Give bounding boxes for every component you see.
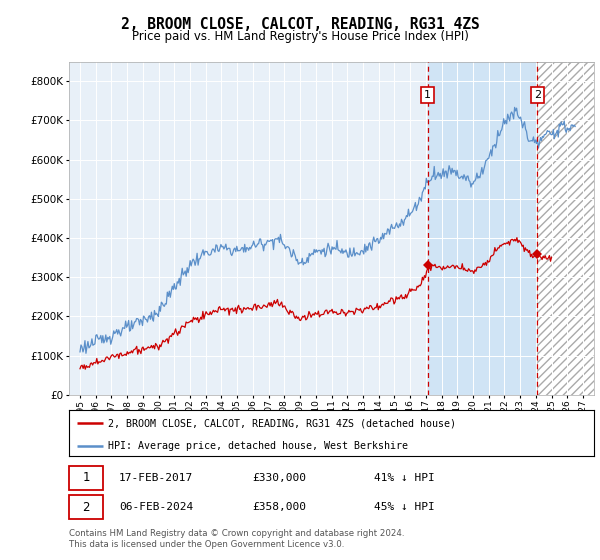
Text: 2: 2 xyxy=(533,90,541,100)
FancyBboxPatch shape xyxy=(69,466,103,489)
Bar xyxy=(537,62,594,395)
Text: 41% ↓ HPI: 41% ↓ HPI xyxy=(373,473,434,483)
Text: 2, BROOM CLOSE, CALCOT, READING, RG31 4ZS (detached house): 2, BROOM CLOSE, CALCOT, READING, RG31 4Z… xyxy=(109,418,457,428)
Text: Contains HM Land Registry data © Crown copyright and database right 2024.
This d: Contains HM Land Registry data © Crown c… xyxy=(69,529,404,549)
Text: Price paid vs. HM Land Registry's House Price Index (HPI): Price paid vs. HM Land Registry's House … xyxy=(131,30,469,43)
Text: 17-FEB-2017: 17-FEB-2017 xyxy=(119,473,193,483)
Text: HPI: Average price, detached house, West Berkshire: HPI: Average price, detached house, West… xyxy=(109,441,409,451)
Text: 1: 1 xyxy=(424,90,431,100)
Text: £330,000: £330,000 xyxy=(253,473,307,483)
Text: 2, BROOM CLOSE, CALCOT, READING, RG31 4ZS: 2, BROOM CLOSE, CALCOT, READING, RG31 4Z… xyxy=(121,17,479,32)
Text: 06-FEB-2024: 06-FEB-2024 xyxy=(119,502,193,512)
FancyBboxPatch shape xyxy=(69,495,103,519)
Text: 1: 1 xyxy=(82,471,90,484)
Bar xyxy=(428,62,537,395)
Text: £358,000: £358,000 xyxy=(253,502,307,512)
Text: 2: 2 xyxy=(82,501,90,514)
Text: 45% ↓ HPI: 45% ↓ HPI xyxy=(373,502,434,512)
